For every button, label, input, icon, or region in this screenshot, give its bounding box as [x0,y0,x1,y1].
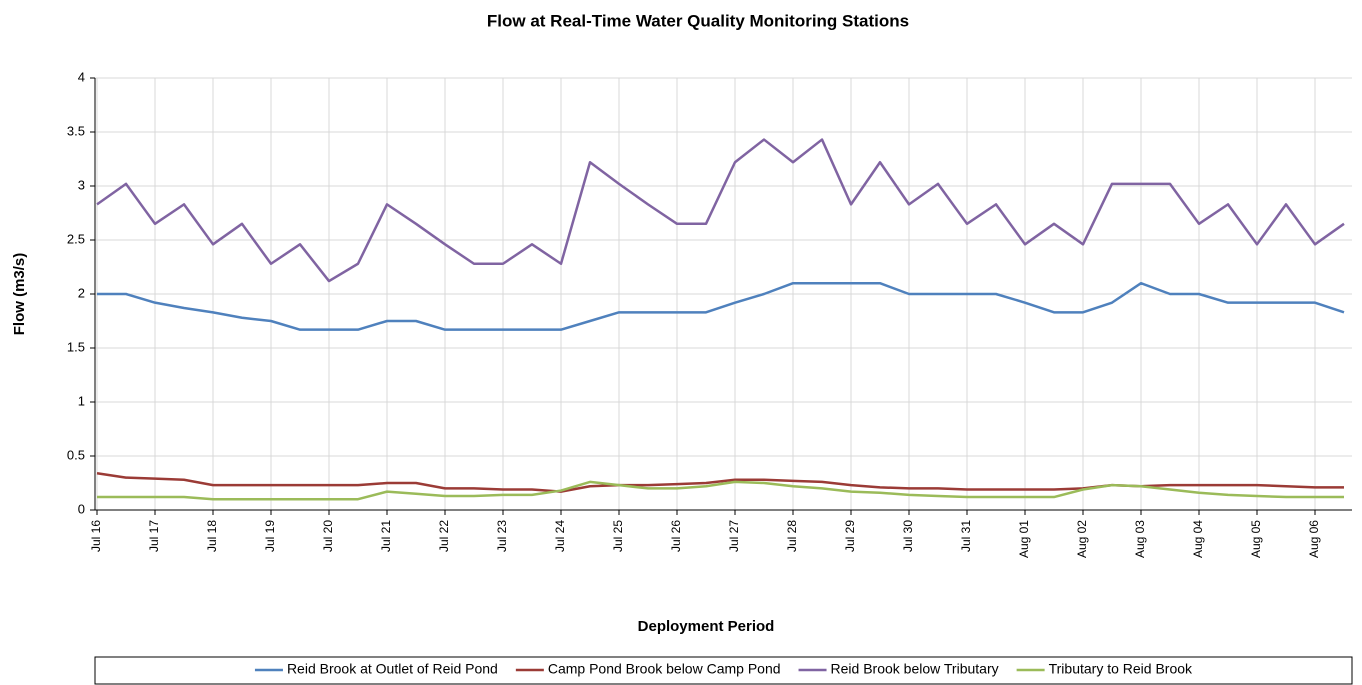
y-tick-label: 2 [78,285,85,300]
x-tick-label: Aug 06 [1307,520,1321,558]
x-tick-label: Aug 01 [1017,520,1031,558]
x-tick-label: Jul 27 [727,520,741,552]
x-tick-label: Jul 24 [553,520,567,552]
y-tick-label: 2.5 [67,231,85,246]
x-tick-label: Jul 21 [379,520,393,552]
x-axis-title: Deployment Period [638,618,775,635]
y-tick-label: 1 [78,393,85,408]
x-tick-label: Jul 20 [321,520,335,552]
legend-box [94,656,1353,685]
x-tick-label: Jul 26 [669,520,683,552]
y-tick-label: 0.5 [67,447,85,462]
x-tick-label: Aug 04 [1191,520,1205,558]
x-tick-label: Jul 19 [263,520,277,552]
x-tick-label: Aug 02 [1075,520,1089,558]
x-tick-label: Jul 25 [611,520,625,552]
x-tick-label: Jul 16 [89,520,103,552]
legend-label: Camp Pond Brook below Camp Pond [548,661,781,677]
series-line [97,281,1345,331]
series-line [97,480,1344,501]
x-tick-label: Jul 30 [901,520,915,552]
legend-label: Reid Brook below Tributary [831,661,999,677]
x-tick-label: Jul 18 [205,520,219,552]
y-axis-title: Flow (m3/s) [11,253,28,336]
y-tick-label: 4 [78,69,85,84]
x-tick-label: Jul 23 [495,520,509,552]
chart-title: Flow at Real-Time Water Quality Monitori… [487,11,909,30]
x-tick-label: Jul 28 [785,520,799,552]
x-tick-label: Jul 22 [437,520,451,552]
x-tick-label: Jul 29 [843,520,857,552]
legend-label: Reid Brook at Outlet of Reid Pond [287,661,498,677]
x-tick-label: Jul 31 [959,520,973,552]
legend-label: Tributary to Reid Brook [1049,661,1193,677]
y-tick-label: 3.5 [67,123,85,138]
x-tick-label: Aug 03 [1133,520,1147,558]
y-tick-label: 1.5 [67,339,85,354]
x-tick-label: Jul 17 [147,520,161,552]
x-tick-label: Aug 05 [1249,520,1263,558]
y-tick-label: 0 [78,501,85,516]
series-line [96,138,1345,283]
y-tick-label: 3 [78,177,85,192]
